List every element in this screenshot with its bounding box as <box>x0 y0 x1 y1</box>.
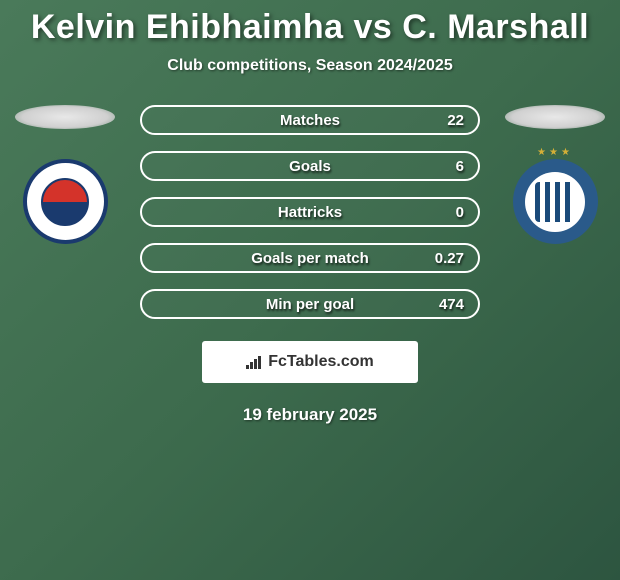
main-row: Matches 22 Goals 6 Hattricks 0 Goals per… <box>0 105 620 319</box>
player-shadow-left <box>15 105 115 129</box>
brand-name: FcTables.com <box>268 353 374 371</box>
brand-box[interactable]: FcTables.com <box>202 341 418 383</box>
stat-label: Hattricks <box>278 204 342 221</box>
stat-value-right: 474 <box>439 296 464 313</box>
date-label: 19 february 2025 <box>0 405 620 425</box>
stat-label: Min per goal <box>266 296 354 313</box>
stripes-icon <box>535 182 575 222</box>
stat-row-matches: Matches 22 <box>140 105 480 135</box>
huddersfield-logo: ★★★ <box>513 159 598 244</box>
right-player-col: ★★★ <box>500 105 610 244</box>
reading-fc-logo <box>23 159 108 244</box>
stat-row-mpg: Min per goal 474 <box>140 289 480 319</box>
reading-crest-icon <box>41 178 89 226</box>
left-player-col <box>10 105 120 244</box>
page-title: Kelvin Ehibhaimha vs C. Marshall <box>0 8 620 47</box>
bar-chart-icon <box>246 355 264 369</box>
stats-column: Matches 22 Goals 6 Hattricks 0 Goals per… <box>140 105 480 319</box>
stat-row-gpm: Goals per match 0.27 <box>140 243 480 273</box>
player-shadow-right <box>505 105 605 129</box>
stat-row-goals: Goals 6 <box>140 151 480 181</box>
stat-value-right: 0.27 <box>435 250 464 267</box>
comparison-card: Kelvin Ehibhaimha vs C. Marshall Club co… <box>0 0 620 425</box>
stat-label: Goals per match <box>251 250 369 267</box>
stat-label: Goals <box>289 158 331 175</box>
stat-value-right: 22 <box>447 112 464 129</box>
stat-value-right: 6 <box>456 158 464 175</box>
stat-value-right: 0 <box>456 204 464 221</box>
stars-icon: ★★★ <box>537 147 573 158</box>
huddersfield-crest-icon <box>525 172 585 232</box>
stat-row-hattricks: Hattricks 0 <box>140 197 480 227</box>
stat-label: Matches <box>280 112 340 129</box>
page-subtitle: Club competitions, Season 2024/2025 <box>0 57 620 75</box>
